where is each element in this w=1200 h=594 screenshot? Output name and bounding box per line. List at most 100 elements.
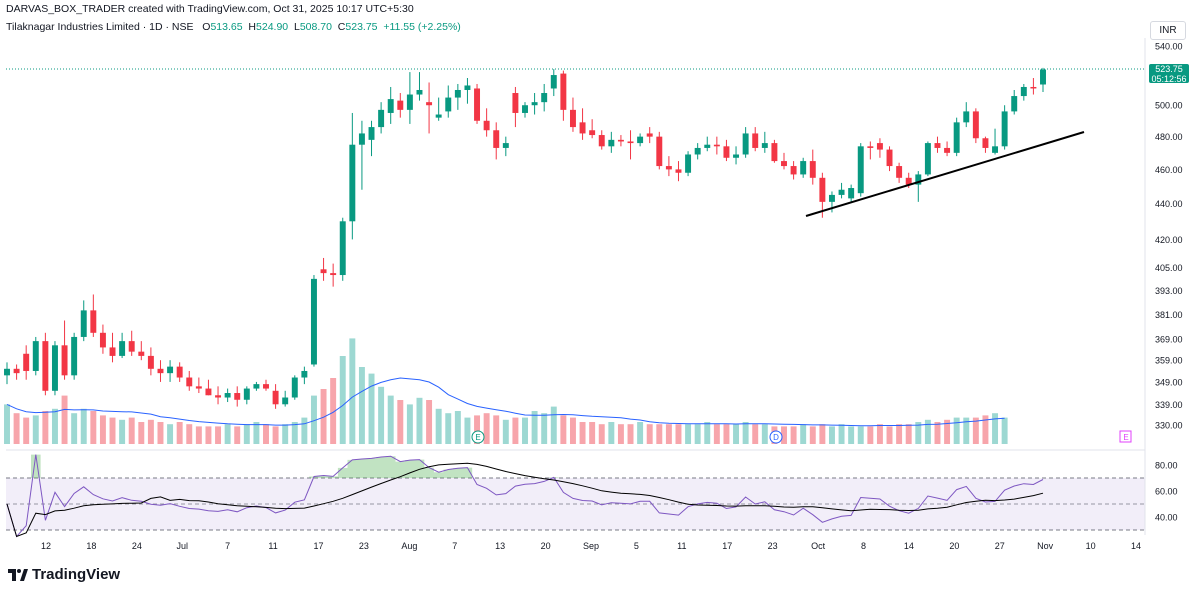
candle[interactable]	[924, 141, 931, 177]
candle[interactable]	[857, 143, 864, 197]
candle[interactable]	[339, 217, 346, 281]
candle[interactable]	[426, 82, 433, 134]
candle[interactable]	[781, 152, 787, 170]
candle[interactable]	[934, 136, 941, 153]
candle[interactable]	[301, 366, 308, 385]
candle[interactable]	[560, 70, 567, 121]
candle[interactable]	[349, 112, 356, 240]
dividend-marker[interactable]: D	[769, 430, 783, 444]
candle[interactable]	[99, 324, 106, 354]
candle[interactable]	[445, 85, 452, 118]
candle[interactable]	[368, 120, 375, 157]
candle[interactable]	[358, 120, 365, 190]
candle[interactable]	[157, 360, 164, 382]
candle[interactable]	[109, 332, 116, 363]
candle[interactable]	[838, 182, 845, 199]
candle[interactable]	[234, 386, 241, 407]
candle[interactable]	[4, 362, 10, 385]
candle[interactable]	[896, 162, 903, 183]
candle[interactable]	[771, 139, 778, 163]
candle[interactable]	[253, 381, 260, 391]
candle[interactable]	[742, 127, 749, 158]
candle[interactable]	[541, 83, 548, 112]
candle[interactable]	[416, 72, 423, 101]
candle[interactable]	[579, 108, 586, 140]
candle[interactable]	[272, 384, 279, 409]
candle[interactable]	[205, 379, 212, 396]
candle[interactable]	[1011, 89, 1018, 115]
candle[interactable]	[243, 386, 250, 405]
candle[interactable]	[627, 130, 634, 160]
candle[interactable]	[176, 362, 183, 382]
candle[interactable]	[809, 149, 816, 185]
currency-button[interactable]: INR	[1150, 21, 1186, 40]
tradingview-logo[interactable]: TradingView	[8, 566, 120, 583]
candle[interactable]	[646, 127, 653, 144]
candle[interactable]	[982, 136, 989, 153]
candle[interactable]	[1030, 78, 1037, 95]
candle[interactable]	[454, 83, 461, 110]
candle[interactable]	[790, 161, 797, 180]
candle[interactable]	[963, 102, 970, 128]
candle[interactable]	[867, 141, 874, 160]
candle[interactable]	[61, 320, 68, 380]
candle[interactable]	[637, 133, 644, 147]
candle[interactable]	[972, 108, 979, 144]
candle[interactable]	[186, 370, 193, 391]
candle[interactable]	[512, 86, 519, 128]
candle[interactable]	[474, 83, 481, 124]
candle[interactable]	[195, 377, 202, 394]
candle[interactable]	[617, 135, 624, 147]
candle[interactable]	[51, 341, 58, 396]
candle[interactable]	[483, 108, 490, 137]
candle[interactable]	[944, 141, 951, 157]
candle[interactable]	[694, 143, 701, 160]
candle[interactable]	[32, 336, 39, 376]
candle[interactable]	[569, 97, 576, 132]
candle[interactable]	[848, 184, 855, 202]
candle[interactable]	[71, 332, 78, 380]
candle[interactable]	[263, 379, 269, 391]
candle[interactable]	[282, 390, 289, 407]
candle[interactable]	[23, 345, 30, 380]
candle[interactable]	[550, 69, 557, 97]
candle[interactable]	[1001, 105, 1008, 150]
earnings-marker[interactable]: E	[471, 430, 485, 444]
candle[interactable]	[723, 139, 730, 162]
future-earnings-marker[interactable]: E	[1119, 430, 1132, 443]
candle[interactable]	[435, 97, 442, 121]
candle[interactable]	[752, 127, 759, 152]
candle[interactable]	[598, 130, 605, 150]
candle[interactable]	[147, 347, 154, 376]
candle[interactable]	[397, 93, 404, 118]
candle[interactable]	[915, 171, 922, 202]
candle[interactable]	[675, 161, 682, 182]
candle[interactable]	[733, 146, 740, 165]
candle[interactable]	[464, 78, 471, 104]
candle[interactable]	[90, 294, 97, 337]
candle[interactable]	[656, 131, 663, 170]
candle[interactable]	[589, 119, 596, 139]
candle[interactable]	[378, 102, 385, 134]
candle[interactable]	[406, 72, 413, 124]
candle[interactable]	[685, 151, 692, 177]
candle[interactable]	[531, 93, 538, 115]
candle[interactable]	[215, 386, 222, 405]
candle[interactable]	[138, 341, 145, 361]
candle[interactable]	[800, 157, 807, 178]
candle[interactable]	[167, 360, 174, 382]
candle[interactable]	[522, 102, 528, 118]
candle[interactable]	[665, 156, 672, 177]
candle[interactable]	[310, 275, 317, 367]
candle[interactable]	[80, 300, 87, 342]
candle[interactable]	[992, 128, 999, 155]
candle[interactable]	[291, 375, 298, 400]
candle[interactable]	[704, 136, 711, 152]
candle[interactable]	[761, 131, 768, 153]
candle[interactable]	[502, 136, 509, 157]
symbol-name[interactable]: Tilaknagar Industries Limited · 1D · NSE	[6, 21, 194, 33]
candle[interactable]	[387, 86, 394, 124]
candle[interactable]	[128, 330, 135, 356]
candle[interactable]	[42, 332, 49, 396]
